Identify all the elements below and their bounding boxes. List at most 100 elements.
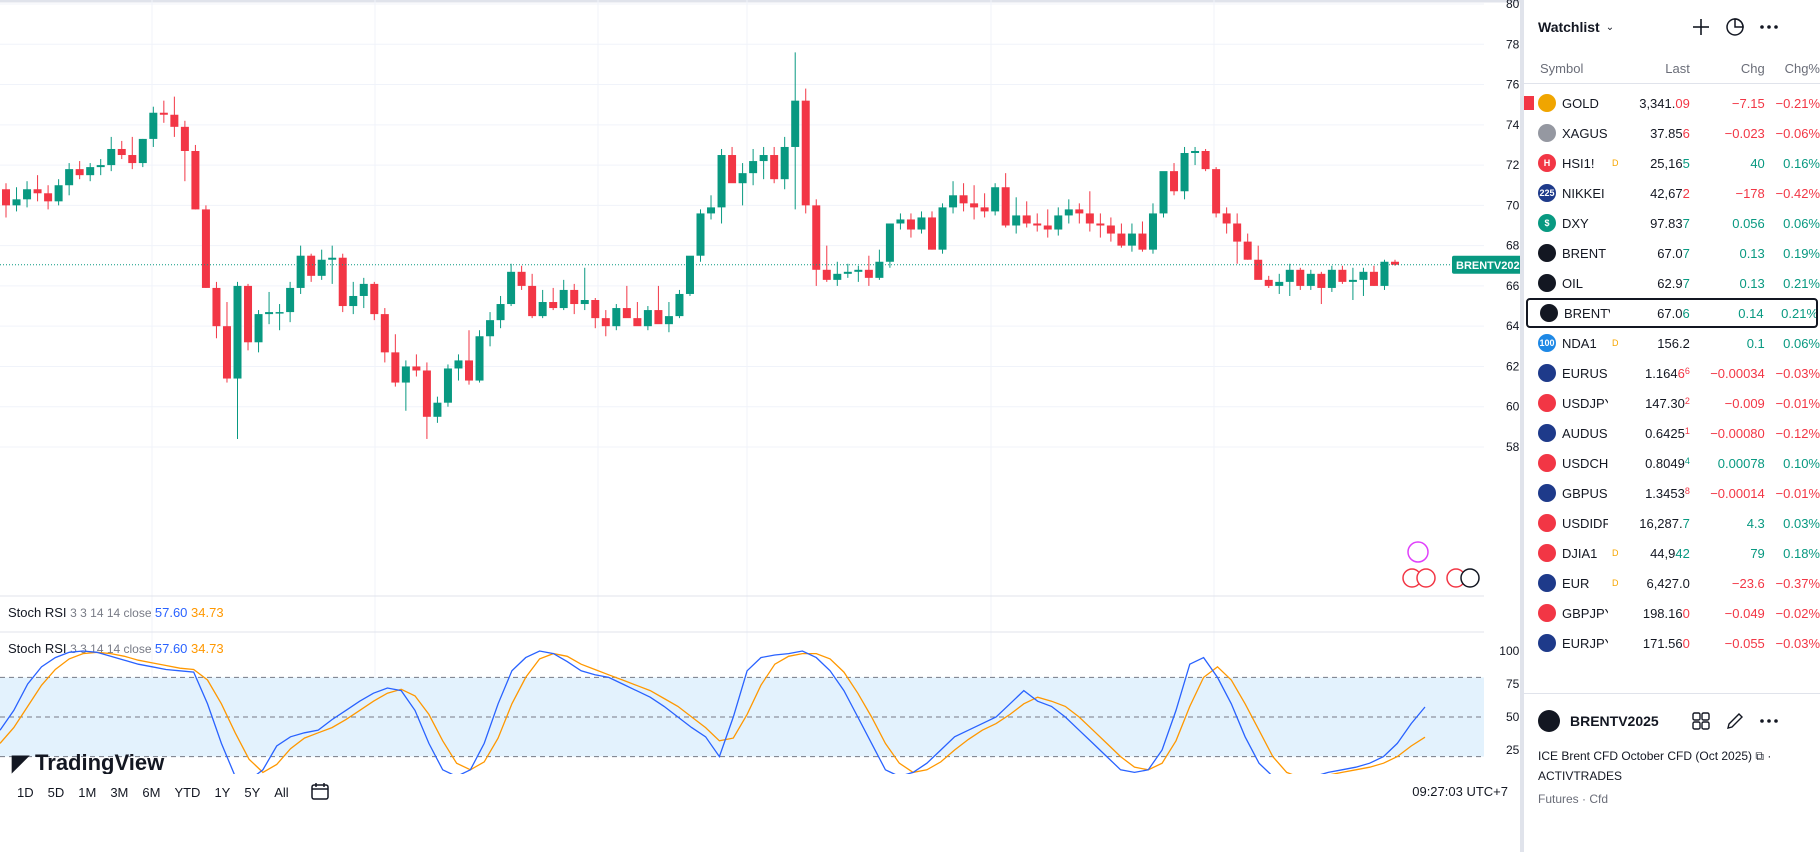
candle-body[interactable] — [412, 366, 421, 371]
candle-body[interactable] — [1191, 150, 1200, 154]
candle-body[interactable] — [549, 302, 558, 309]
candle-body[interactable] — [475, 336, 484, 381]
candle-body[interactable] — [222, 326, 231, 379]
candle-body[interactable] — [917, 217, 926, 230]
candle-body[interactable] — [296, 255, 305, 288]
candle-body[interactable] — [507, 271, 516, 305]
candle-body[interactable] — [1148, 213, 1157, 250]
watchlist-row[interactable]: USDCHF 0.80494 0.00078 0.10% — [1524, 448, 1820, 478]
more-icon[interactable] — [1758, 16, 1780, 38]
watchlist-row[interactable]: EUR D 6,427.0 −23.6 −0.37% — [1524, 568, 1820, 598]
candle-body[interactable] — [654, 310, 663, 325]
candle-body[interactable] — [454, 360, 463, 369]
range-button-1d[interactable]: 1D — [17, 784, 34, 800]
candle-body[interactable] — [833, 273, 842, 280]
price-chart[interactable]: 80.00 78.00 76.00 74.00 72.00 70.00 68.00 66.00… — [0, 0, 1520, 774]
edit-icon[interactable] — [1724, 710, 1746, 732]
candle-body[interactable] — [1001, 187, 1010, 226]
candle-body[interactable] — [959, 195, 968, 204]
candle-body[interactable] — [1064, 209, 1073, 216]
candle-body[interactable] — [1243, 241, 1252, 260]
candle-body[interactable] — [275, 312, 284, 314]
candle-body[interactable] — [1359, 271, 1368, 280]
candle-body[interactable] — [138, 138, 147, 164]
candle-body[interactable] — [1054, 215, 1063, 230]
watchlist-row[interactable]: GOLD 3,341.09 −7.15 −0.21% — [1524, 88, 1820, 118]
candle-body[interactable] — [685, 255, 694, 294]
candle-body[interactable] — [707, 207, 716, 214]
candle-body[interactable] — [391, 352, 400, 383]
candle-body[interactable] — [1254, 259, 1263, 280]
watchlist-row[interactable]: GBPUSD 1.34538 −0.00014 −0.01% — [1524, 478, 1820, 508]
candle-body[interactable] — [180, 126, 189, 151]
candle-body[interactable] — [728, 155, 737, 184]
column-last[interactable]: Last — [1665, 61, 1690, 76]
watchlist-row[interactable]: 225 NIKKEI 42,672 −178 −0.42% — [1524, 178, 1820, 208]
candle-body[interactable] — [307, 255, 316, 276]
candle-body[interactable] — [338, 257, 347, 307]
watchlist-row[interactable]: H HSI1! D 25,165 40 0.16% — [1524, 148, 1820, 178]
candle-body[interactable] — [359, 283, 368, 296]
candle-body[interactable] — [149, 112, 158, 139]
column-symbol[interactable]: Symbol — [1540, 61, 1584, 76]
candle-body[interactable] — [1380, 261, 1389, 286]
candle-body[interactable] — [349, 295, 358, 307]
candle-body[interactable] — [75, 169, 84, 176]
candle-body[interactable] — [738, 173, 747, 184]
candle-body[interactable] — [107, 148, 116, 166]
details-broker[interactable]: ACTIVTRADES — [1538, 769, 1623, 783]
range-button-5d[interactable]: 5D — [47, 784, 65, 800]
candle-body[interactable] — [233, 285, 242, 379]
candle-body[interactable] — [2, 189, 10, 206]
flag-marker-icon[interactable] — [1524, 96, 1534, 110]
range-button-all[interactable]: All — [274, 784, 289, 800]
candle-body[interactable] — [1391, 261, 1399, 265]
watchlist-row[interactable]: $ DXY 97.837 0.056 0.06% — [1524, 208, 1820, 238]
candle-body[interactable] — [1159, 171, 1168, 214]
candle-body[interactable] — [643, 310, 652, 327]
candle-body[interactable] — [1180, 153, 1189, 192]
range-button-3m[interactable]: 3M — [110, 784, 129, 800]
candle-body[interactable] — [875, 261, 884, 278]
chart-area[interactable]: 80.00 78.00 76.00 74.00 72.00 70.00 68.00 66.00… — [0, 0, 1520, 804]
watchlist-title[interactable]: Watchlist — [1538, 19, 1600, 35]
candle-body[interactable] — [33, 189, 42, 194]
candle-body[interactable] — [370, 283, 379, 315]
watchlist-row[interactable]: OIL 62.97 0.13 0.21% — [1524, 268, 1820, 298]
watchlist-row[interactable]: DJIA1 D 44,942 79 0.18% — [1524, 538, 1820, 568]
candle-body[interactable] — [749, 161, 758, 174]
candle-body[interactable] — [201, 209, 210, 288]
candle-body[interactable] — [928, 217, 936, 250]
candle-body[interactable] — [286, 287, 295, 313]
range-button-1y[interactable]: 1Y — [214, 784, 231, 800]
candle-body[interactable] — [559, 289, 568, 309]
candle-body[interactable] — [128, 155, 137, 164]
candle-body[interactable] — [1212, 169, 1221, 214]
candle-body[interactable] — [486, 320, 495, 337]
candle-body[interactable] — [633, 318, 642, 327]
candle-body[interactable] — [443, 368, 452, 403]
candle-body[interactable] — [328, 257, 337, 260]
candle-body[interactable] — [591, 300, 600, 319]
candle-body[interactable] — [791, 100, 800, 147]
candle-body[interactable] — [528, 285, 537, 317]
candle-body[interactable] — [612, 308, 621, 327]
candle-body[interactable] — [433, 402, 442, 417]
candle-body[interactable] — [1317, 273, 1326, 288]
candle-body[interactable] — [1096, 223, 1105, 226]
candle-body[interactable] — [1033, 223, 1042, 226]
candle-body[interactable] — [265, 312, 274, 315]
candle-body[interactable] — [1043, 225, 1052, 230]
hourglass-icon[interactable] — [1460, 568, 1480, 588]
flash-event-icon[interactable] — [1407, 541, 1429, 563]
candle-body[interactable] — [780, 146, 789, 180]
grid-icon[interactable] — [1690, 710, 1712, 732]
candle-body[interactable] — [191, 150, 200, 210]
candle-body[interactable] — [570, 289, 579, 305]
candle-body[interactable] — [1222, 213, 1231, 224]
candle-body[interactable] — [65, 169, 74, 186]
candle-body[interactable] — [170, 114, 179, 127]
candle-body[interactable] — [1369, 271, 1378, 286]
watchlist-row[interactable]: USDIDR 16,287.7 4.3 0.03% — [1524, 508, 1820, 538]
candle-body[interactable] — [759, 155, 768, 162]
